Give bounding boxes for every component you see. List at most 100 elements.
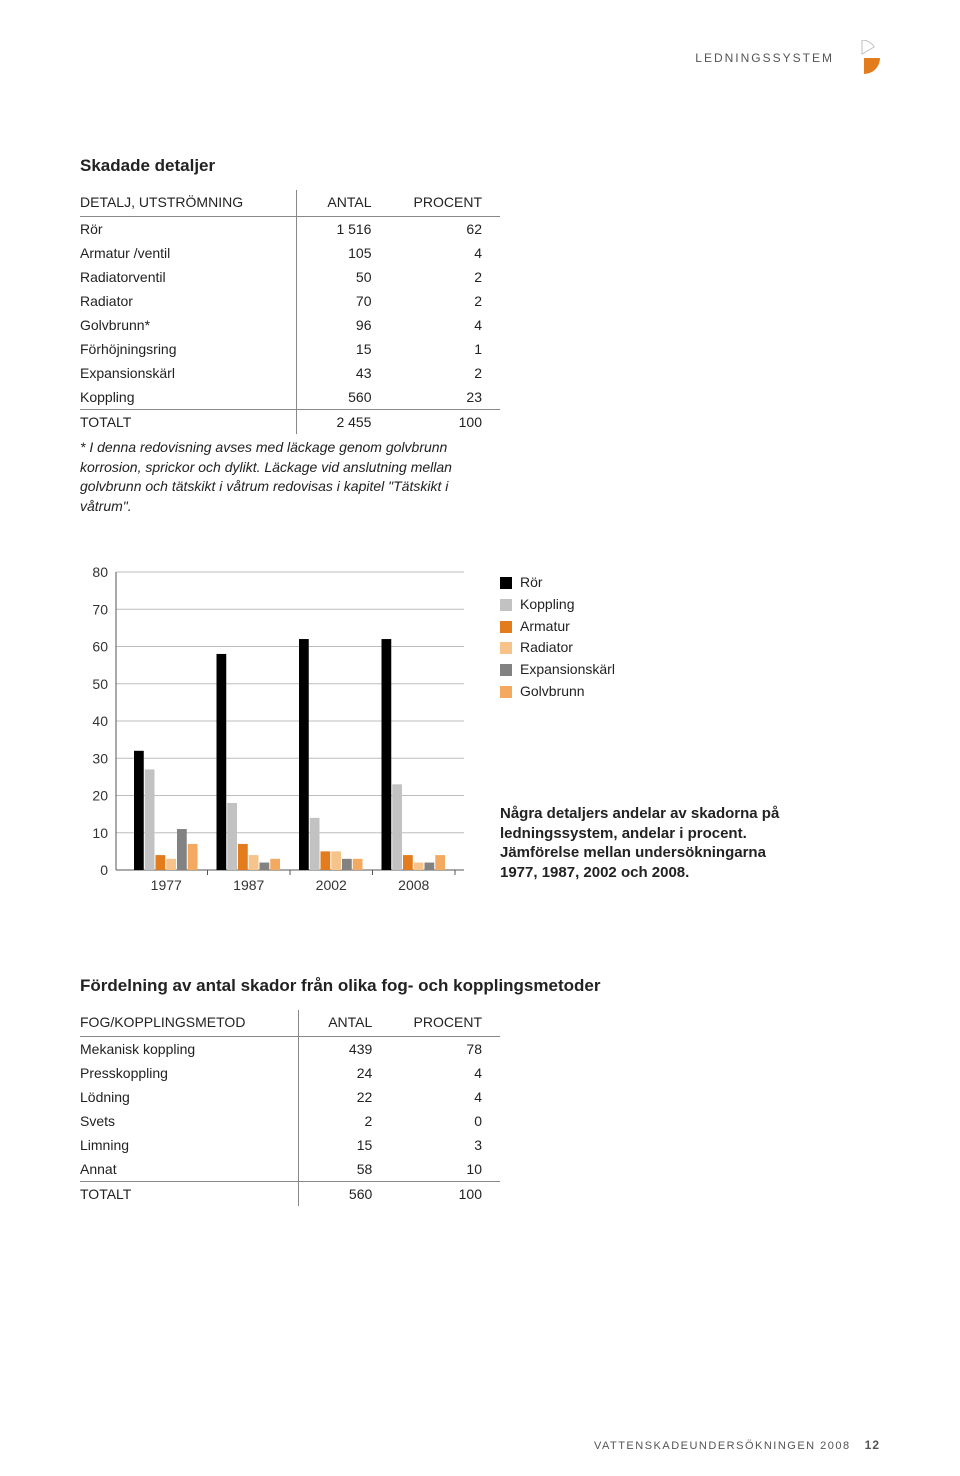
cell: 105 xyxy=(297,241,390,265)
cell: 96 xyxy=(297,313,390,337)
col-header: PROCENT xyxy=(390,1010,500,1037)
cell: 78 xyxy=(390,1037,500,1062)
table-row: Rör1 51662 xyxy=(80,217,500,242)
cell: Radiator xyxy=(80,289,297,313)
table-row: Mekanisk koppling43978 xyxy=(80,1037,500,1062)
table1: DETALJ, UTSTRÖMNING ANTAL PROCENT Rör1 5… xyxy=(80,190,500,434)
cell: Rör xyxy=(80,217,297,242)
legend-label: Golvbrunn xyxy=(520,681,585,703)
table-row: Radiatorventil502 xyxy=(80,265,500,289)
svg-text:0: 0 xyxy=(100,862,108,878)
legend-item: Radiator xyxy=(500,637,780,659)
table1-title: Skadade detaljer xyxy=(80,156,880,176)
legend-item: Golvbrunn xyxy=(500,681,780,703)
cell: 2 xyxy=(298,1109,390,1133)
table-row: Armatur /ventil1054 xyxy=(80,241,500,265)
cell: Limning xyxy=(80,1133,298,1157)
cell: 560 xyxy=(297,385,390,410)
cell: 4 xyxy=(390,1085,500,1109)
cell: 2 xyxy=(389,361,500,385)
legend-swatch xyxy=(500,686,512,698)
svg-text:50: 50 xyxy=(92,676,108,692)
legend-label: Koppling xyxy=(520,594,575,616)
cell: 24 xyxy=(298,1061,390,1085)
cell: 3 xyxy=(390,1133,500,1157)
cell: 439 xyxy=(298,1037,390,1062)
table-row: Annat5810 xyxy=(80,1157,500,1182)
legend-label: Rör xyxy=(520,572,543,594)
cell: Förhöjningsring xyxy=(80,337,297,361)
header-category: LEDNINGSSYSTEM xyxy=(695,51,834,65)
cell: 2 xyxy=(389,289,500,313)
chart-caption: Några detaljers andelar av skadorna på l… xyxy=(500,804,780,882)
col-header: DETALJ, UTSTRÖMNING xyxy=(80,190,297,217)
svg-text:20: 20 xyxy=(92,788,108,804)
legend-swatch xyxy=(500,599,512,611)
table2-title: Fördelning av antal skador från olika fo… xyxy=(80,976,880,996)
table2: FOG/KOPPLINGSMETOD ANTAL PROCENT Mekanis… xyxy=(80,1010,500,1206)
legend-swatch xyxy=(500,621,512,633)
legend-label: Expansionskärl xyxy=(520,659,615,681)
svg-text:60: 60 xyxy=(92,639,108,655)
legend-swatch xyxy=(500,577,512,589)
cell: 15 xyxy=(298,1133,390,1157)
page-header: LEDNINGSSYSTEM xyxy=(80,40,880,76)
cell: 100 xyxy=(389,410,500,435)
cell: 1 xyxy=(389,337,500,361)
cell: 70 xyxy=(297,289,390,313)
svg-text:2008: 2008 xyxy=(398,877,429,893)
page-number: 12 xyxy=(865,1438,880,1452)
cell: TOTALT xyxy=(80,410,297,435)
svg-text:40: 40 xyxy=(92,713,108,729)
bar-chart: 010203040506070801977198720022008 xyxy=(80,566,470,896)
table-total-row: TOTALT 2 455 100 xyxy=(80,410,500,435)
svg-text:10: 10 xyxy=(92,825,108,841)
svg-text:1977: 1977 xyxy=(151,877,182,893)
legend-label: Armatur xyxy=(520,616,570,638)
cell: Expansionskärl xyxy=(80,361,297,385)
table-total-row: TOTALT 560 100 xyxy=(80,1182,500,1207)
cell: Annat xyxy=(80,1157,298,1182)
legend-swatch xyxy=(500,664,512,676)
cell: 62 xyxy=(389,217,500,242)
table-header-row: DETALJ, UTSTRÖMNING ANTAL PROCENT xyxy=(80,190,500,217)
cell: 4 xyxy=(390,1061,500,1085)
table-row: Svets20 xyxy=(80,1109,500,1133)
cell: TOTALT xyxy=(80,1182,298,1207)
legend-item: Koppling xyxy=(500,594,780,616)
chart-legend: RörKopplingArmaturRadiatorExpansionskärl… xyxy=(500,572,780,702)
table-row: Expansionskärl432 xyxy=(80,361,500,385)
cell: 100 xyxy=(390,1182,500,1207)
svg-text:70: 70 xyxy=(92,602,108,618)
cell: 4 xyxy=(389,241,500,265)
cell: Presskoppling xyxy=(80,1061,298,1085)
page-footer: VATTENSKADEUNDERSÖKNINGEN 2008 12 xyxy=(594,1438,880,1452)
cell: 2 455 xyxy=(297,410,390,435)
legend-item: Rör xyxy=(500,572,780,594)
cell: 10 xyxy=(390,1157,500,1182)
page: LEDNINGSSYSTEM Skadade detaljer DETALJ, … xyxy=(0,0,960,1476)
svg-text:2002: 2002 xyxy=(316,877,347,893)
cell: 43 xyxy=(297,361,390,385)
cell: Radiatorventil xyxy=(80,265,297,289)
cell: 560 xyxy=(298,1182,390,1207)
cell: Golvbrunn* xyxy=(80,313,297,337)
table-row: Golvbrunn*964 xyxy=(80,313,500,337)
chart-side: RörKopplingArmaturRadiatorExpansionskärl… xyxy=(500,566,780,882)
table-row: Lödning224 xyxy=(80,1085,500,1109)
cell: 22 xyxy=(298,1085,390,1109)
cell: 50 xyxy=(297,265,390,289)
legend-item: Expansionskärl xyxy=(500,659,780,681)
chart-block: 010203040506070801977198720022008 RörKop… xyxy=(80,566,880,896)
cell: 58 xyxy=(298,1157,390,1182)
cell: 4 xyxy=(389,313,500,337)
svg-text:30: 30 xyxy=(92,751,108,767)
cell: Koppling xyxy=(80,385,297,410)
table-row: Förhöjningsring151 xyxy=(80,337,500,361)
cell: Lödning xyxy=(80,1085,298,1109)
table-header-row: FOG/KOPPLINGSMETOD ANTAL PROCENT xyxy=(80,1010,500,1037)
svg-text:80: 80 xyxy=(92,566,108,580)
col-header: ANTAL xyxy=(297,190,390,217)
cell: 23 xyxy=(389,385,500,410)
table-row: Presskoppling244 xyxy=(80,1061,500,1085)
